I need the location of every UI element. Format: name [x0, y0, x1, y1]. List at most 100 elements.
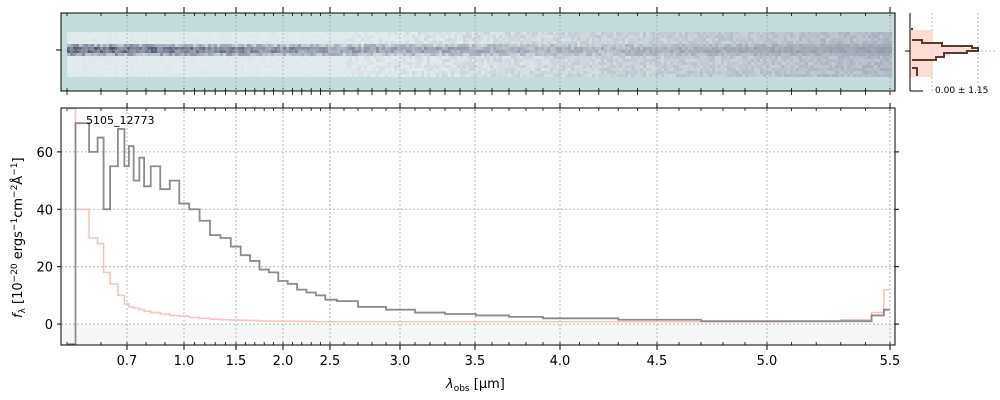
- spectrum-2d-pixel: [160, 50, 163, 53]
- spectrum-2d-pixel: [145, 47, 148, 50]
- spectrum-2d-pixel: [133, 62, 136, 65]
- spectrum-2d-pixel: [685, 35, 688, 38]
- spectrum-2d-pixel: [325, 62, 328, 65]
- spectrum-2d-pixel: [316, 65, 319, 68]
- spectrum-2d-pixel: [706, 59, 709, 62]
- spectrum-2d-pixel: [256, 44, 259, 47]
- spectrum-2d-pixel: [694, 35, 697, 38]
- x-axis-label: λobs [μm]: [445, 377, 505, 394]
- spectrum-2d-pixel: [274, 53, 277, 56]
- spectrum-2d-pixel: [886, 56, 889, 59]
- spectrum-2d-pixel: [334, 35, 337, 38]
- spectrum-2d-pixel: [499, 68, 502, 71]
- spectrum-2d-pixel: [358, 56, 361, 59]
- spectrum-2d-pixel: [832, 59, 835, 62]
- spectrum-2d-pixel: [211, 68, 214, 71]
- spectrum-2d-pixel: [556, 65, 559, 68]
- spectrum-2d-pixel: [487, 62, 490, 65]
- spectrum-2d-pixel: [703, 68, 706, 71]
- spectrum-2d-pixel: [79, 62, 82, 65]
- spectrum-2d-pixel: [613, 50, 616, 53]
- spectrum-2d-pixel: [592, 35, 595, 38]
- spectrum-2d-pixel: [700, 59, 703, 62]
- spectrum-2d-pixel: [631, 62, 634, 65]
- spectrum-2d-pixel: [649, 62, 652, 65]
- spectrum-2d-pixel: [589, 32, 592, 35]
- spectrum-2d-pixel: [184, 65, 187, 68]
- spectrum-2d-pixel: [664, 56, 667, 59]
- spectrum-2d-pixel: [739, 35, 742, 38]
- spectrum-2d-pixel: [646, 41, 649, 44]
- spectrum-2d-pixel: [739, 68, 742, 71]
- spectrum-2d-pixel: [685, 38, 688, 41]
- spectrum-2d-pixel: [67, 41, 70, 44]
- spectrum-2d-pixel: [343, 32, 346, 35]
- spectrum-2d-pixel: [514, 65, 517, 68]
- spectrum-2d-pixel: [394, 68, 397, 71]
- spectrum-2d-pixel: [385, 56, 388, 59]
- spectrum-2d-pixel: [622, 41, 625, 44]
- spectrum-2d-pixel: [790, 59, 793, 62]
- spectrum-2d-pixel: [451, 35, 454, 38]
- spectrum-2d-pixel: [67, 47, 70, 50]
- spectrum-2d-pixel: [73, 41, 76, 44]
- spectrum-2d-pixel: [259, 74, 262, 77]
- spectrum-2d-pixel: [442, 32, 445, 35]
- spectrum-2d-pixel: [118, 62, 121, 65]
- spectrum-2d-pixel: [151, 50, 154, 53]
- spectrum-2d-pixel: [856, 35, 859, 38]
- spectrum-2d-pixel: [283, 50, 286, 53]
- spectrum-2d-pixel: [640, 32, 643, 35]
- spectrum-2d-pixel: [358, 35, 361, 38]
- spectrum-2d-pixel: [268, 44, 271, 47]
- spectrum-2d-pixel: [889, 44, 892, 47]
- spectrum-2d-pixel: [787, 68, 790, 71]
- spectrum-2d-pixel: [118, 32, 121, 35]
- spectrum-2d-pixel: [652, 65, 655, 68]
- spectrum-2d-pixel: [337, 41, 340, 44]
- spectrum-2d-pixel: [514, 47, 517, 50]
- spectrum-2d-pixel: [214, 32, 217, 35]
- spectrum-2d-pixel: [208, 71, 211, 74]
- spectrum-2d-pixel: [85, 50, 88, 53]
- spectrum-2d-pixel: [118, 65, 121, 68]
- spectrum-2d-pixel: [331, 35, 334, 38]
- spectrum-2d-pixel: [562, 47, 565, 50]
- spectrum-2d-pixel: [517, 71, 520, 74]
- spectrum-2d-pixel: [490, 50, 493, 53]
- spectrum-2d-pixel: [538, 56, 541, 59]
- spectrum-2d-pixel: [439, 41, 442, 44]
- spectrum-2d-pixel: [481, 53, 484, 56]
- spectrum-2d-pixel: [568, 44, 571, 47]
- spectrum-2d-pixel: [823, 74, 826, 77]
- spectrum-2d-pixel: [541, 74, 544, 77]
- spectrum-2d-pixel: [865, 68, 868, 71]
- spectrum-2d-pixel: [505, 74, 508, 77]
- spectrum-2d-pixel: [775, 59, 778, 62]
- spectrum-2d-pixel: [718, 50, 721, 53]
- spectrum-2d-pixel: [538, 38, 541, 41]
- spectrum-2d-pixel: [547, 35, 550, 38]
- spectrum-2d-pixel: [781, 35, 784, 38]
- spectrum-2d-pixel: [406, 44, 409, 47]
- spectrum-2d-pixel: [115, 62, 118, 65]
- spectrum-2d-pixel: [436, 47, 439, 50]
- spectrum-2d-pixel: [565, 56, 568, 59]
- spectrum-2d-pixel: [118, 38, 121, 41]
- spectrum-2d-pixel: [586, 65, 589, 68]
- spectrum-2d-pixel: [424, 38, 427, 41]
- spectrum-2d-pixel: [334, 38, 337, 41]
- spectrum-2d-pixel: [727, 68, 730, 71]
- spectrum-2d-pixel: [322, 32, 325, 35]
- spectrum-2d-pixel: [847, 47, 850, 50]
- spectrum-2d-pixel: [358, 41, 361, 44]
- spectrum-2d-pixel: [100, 65, 103, 68]
- spectrum-2d-pixel: [340, 62, 343, 65]
- spectrum-2d-pixel: [73, 74, 76, 77]
- spectrum-2d-pixel: [250, 32, 253, 35]
- spectrum-2d-pixel: [598, 44, 601, 47]
- spectrum-2d-pixel: [889, 35, 892, 38]
- spectrum-2d-pixel: [301, 44, 304, 47]
- spectrum-2d-pixel: [562, 35, 565, 38]
- spectrum-2d-pixel: [124, 35, 127, 38]
